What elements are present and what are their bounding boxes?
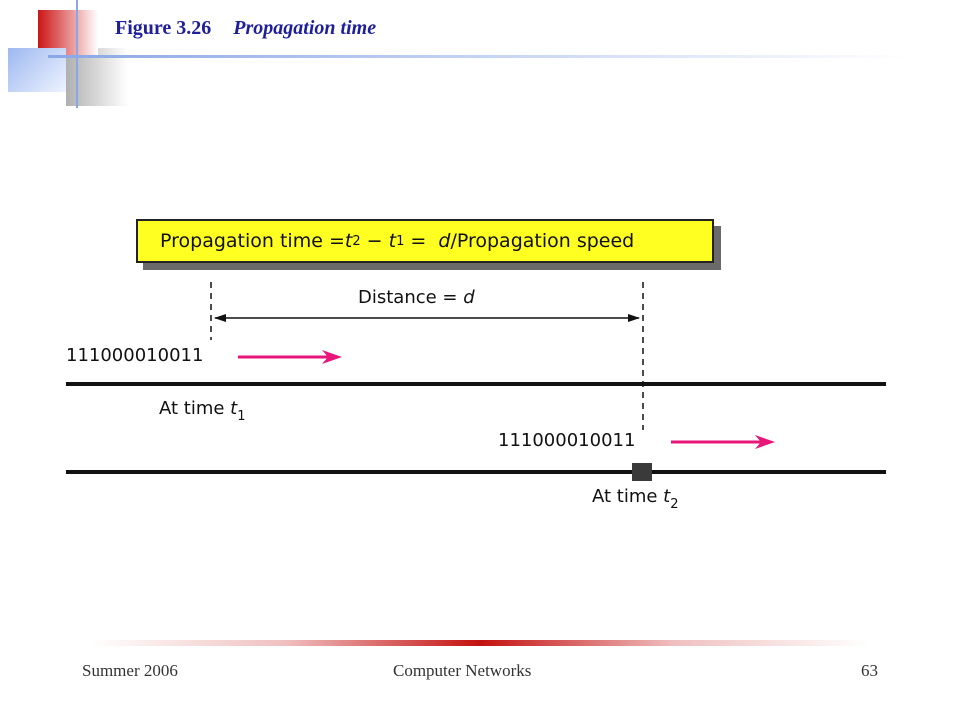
formula-suffix: /Propagation speed <box>450 230 635 252</box>
direction-arrow-bottom <box>671 435 775 449</box>
formula-t2-sub: 2 <box>352 233 361 249</box>
bit-sequence-bottom: 111000010011 <box>498 430 636 451</box>
footer-course: Computer Networks <box>393 661 532 680</box>
footer-term: Summer 2006 <box>82 661 178 680</box>
title-underline <box>48 55 908 58</box>
distance-text: Distance = <box>358 287 464 308</box>
direction-arrow-top <box>238 350 342 364</box>
time-label-bottom: At time t2 <box>592 486 679 512</box>
figure-caption: Propagation time <box>233 17 377 39</box>
footer-page-number: 63 <box>861 661 878 680</box>
distance-var: d <box>463 287 475 308</box>
formula-t2-var: t <box>344 230 353 252</box>
corner-vertical-line <box>76 0 78 108</box>
time-label-bottom-sub: 2 <box>670 497 679 512</box>
formula-d-var: d <box>438 230 451 252</box>
time-label-top-sub: 1 <box>237 409 246 424</box>
formula-minus: − <box>360 230 389 252</box>
formula-t1-var: t <box>388 230 397 252</box>
footer-divider <box>90 640 870 646</box>
bit-sequence-top: 111000010011 <box>66 345 204 366</box>
time-label-top-var: t <box>230 398 238 419</box>
time-label-bottom-var: t <box>663 486 671 507</box>
slide-title: Figure 3.26 Propagation time <box>115 17 376 40</box>
formula-equals: = <box>404 230 439 252</box>
formula-prefix: Propagation time = <box>160 230 345 252</box>
figure-number: Figure 3.26 <box>115 17 212 39</box>
time-label-top-text: At time <box>159 398 231 419</box>
time-label-bottom-text: At time <box>592 486 664 507</box>
time-label-top: At time t1 <box>159 398 246 424</box>
distance-label: Distance = d <box>358 287 475 308</box>
signal-position-marker <box>632 463 652 481</box>
formula-t1-sub: 1 <box>396 233 405 249</box>
